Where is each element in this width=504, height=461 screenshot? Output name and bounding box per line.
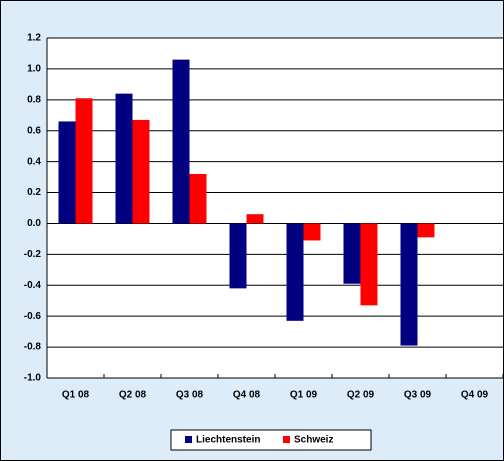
bar xyxy=(229,223,247,289)
y-tick-label: -0.6 xyxy=(24,311,42,322)
bar xyxy=(172,59,190,224)
bar xyxy=(58,121,76,224)
legend-swatch xyxy=(283,436,290,443)
bar xyxy=(303,223,321,241)
bar xyxy=(75,98,93,224)
bar xyxy=(132,119,150,224)
bar xyxy=(286,223,304,321)
x-tick-label: Q4 08 xyxy=(233,390,261,401)
y-tick-label: -0.2 xyxy=(24,249,42,260)
legend-box xyxy=(170,429,372,451)
bar xyxy=(343,223,361,284)
x-tick-label: Q1 09 xyxy=(290,390,318,401)
bar xyxy=(246,214,264,224)
x-tick-label: Q3 08 xyxy=(176,390,204,401)
x-tick-label: Q1 08 xyxy=(62,390,90,401)
y-tick-label: -1.0 xyxy=(24,373,42,384)
x-tick-label: Q2 09 xyxy=(347,390,375,401)
y-tick-label: 1.2 xyxy=(27,33,41,44)
y-tick-label: 0.6 xyxy=(27,125,41,136)
legend-label: Schweiz xyxy=(294,435,333,446)
y-tick-label: 0.8 xyxy=(27,94,41,105)
y-tick-label: -0.8 xyxy=(24,342,42,353)
x-tick-label: Q2 08 xyxy=(119,390,147,401)
y-tick-label: 0.0 xyxy=(27,218,41,229)
y-tick-label: 1.0 xyxy=(27,64,41,75)
bar xyxy=(417,223,435,238)
x-tick-label: Q4 09 xyxy=(461,390,489,401)
bar xyxy=(115,93,133,224)
bar xyxy=(360,223,378,306)
legend-label: Liechtenstein xyxy=(196,435,260,446)
y-tick-label: -0.4 xyxy=(24,280,42,291)
y-tick-label: 0.2 xyxy=(27,187,41,198)
x-tick-label: Q3 09 xyxy=(404,390,432,401)
bar xyxy=(400,223,418,346)
legend-swatch xyxy=(185,436,192,443)
bar xyxy=(189,174,207,224)
plot-area xyxy=(47,38,503,378)
y-tick-label: 0.4 xyxy=(27,156,41,167)
